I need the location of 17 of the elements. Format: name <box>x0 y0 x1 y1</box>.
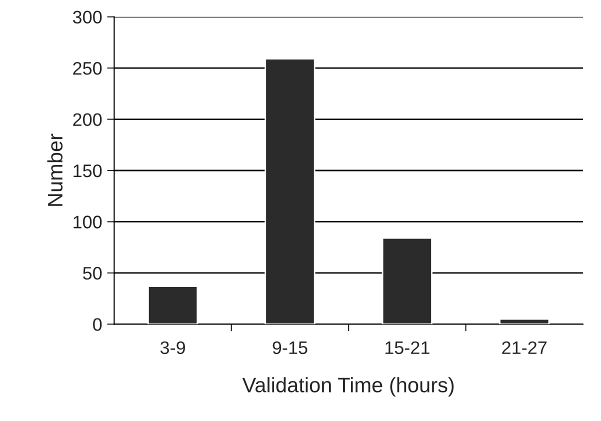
y-tick-label: 300 <box>72 10 102 24</box>
bar <box>382 237 432 324</box>
x-tick-label: 3-9 <box>160 341 185 354</box>
y-tick-label: 0 <box>93 318 102 331</box>
bar <box>499 318 550 324</box>
x-tick-label: 15-21 <box>385 341 430 354</box>
y-axis-title: Number <box>47 134 63 206</box>
y-tick-label: 50 <box>83 266 102 280</box>
x-tick-label: 9-15 <box>272 341 308 354</box>
x-axis-title: Validation Time (hours) <box>242 377 454 397</box>
y-tick-label: 200 <box>73 113 102 126</box>
x-tick-label: 21-27 <box>502 341 547 354</box>
bar <box>147 286 198 324</box>
bar <box>264 58 316 324</box>
y-tick-label: 100 <box>74 216 102 228</box>
y-tick-label: 250 <box>73 62 102 75</box>
y-tick-label: 150 <box>74 164 102 178</box>
